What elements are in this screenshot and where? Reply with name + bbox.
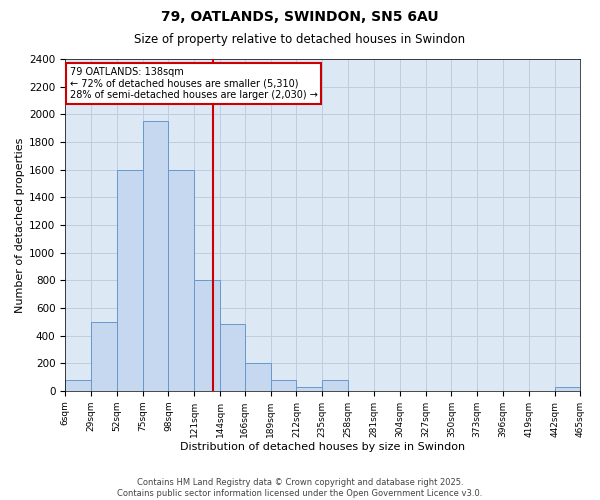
- Bar: [296, 388, 322, 391]
- Bar: [245, 363, 271, 391]
- Bar: [271, 380, 296, 391]
- Text: 79, OATLANDS, SWINDON, SN5 6AU: 79, OATLANDS, SWINDON, SN5 6AU: [161, 10, 439, 24]
- Text: 79 OATLANDS: 138sqm
← 72% of detached houses are smaller (5,310)
28% of semi-det: 79 OATLANDS: 138sqm ← 72% of detached ho…: [70, 68, 317, 100]
- Bar: [169, 170, 194, 391]
- Bar: [91, 322, 117, 391]
- Bar: [194, 280, 220, 391]
- Text: Size of property relative to detached houses in Swindon: Size of property relative to detached ho…: [134, 32, 466, 46]
- Bar: [322, 380, 348, 391]
- Bar: [554, 386, 580, 391]
- X-axis label: Distribution of detached houses by size in Swindon: Distribution of detached houses by size …: [180, 442, 466, 452]
- Bar: [117, 170, 143, 391]
- Y-axis label: Number of detached properties: Number of detached properties: [15, 137, 25, 312]
- Bar: [143, 121, 169, 391]
- Bar: [65, 380, 91, 391]
- Text: Contains HM Land Registry data © Crown copyright and database right 2025.
Contai: Contains HM Land Registry data © Crown c…: [118, 478, 482, 498]
- Bar: [220, 324, 245, 391]
